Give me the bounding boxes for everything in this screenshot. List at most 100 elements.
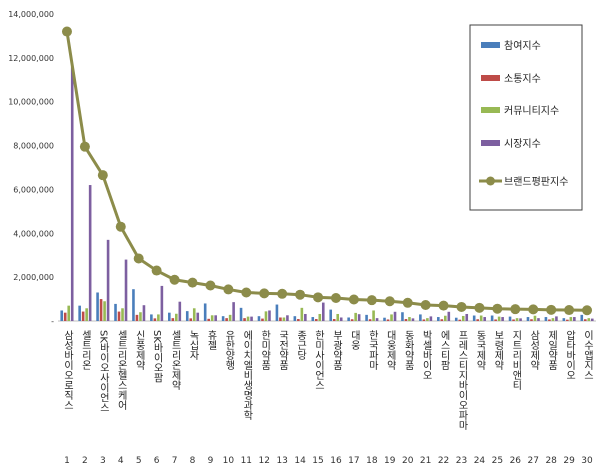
bar-3: [139, 312, 142, 321]
brand-point: [79, 141, 90, 152]
brand-name-label: 셀트리온헬스케어: [115, 330, 127, 411]
bar-4: [375, 318, 379, 321]
bar-4: [88, 185, 92, 321]
bar-2: [261, 318, 264, 321]
bar-4: [178, 301, 182, 321]
bar-2: [81, 311, 85, 321]
brand-name-label: SK바이오사이언스: [97, 330, 109, 413]
rank-label: 22: [438, 456, 449, 466]
rank-label: 26: [510, 456, 522, 466]
bar-2: [243, 318, 246, 321]
brand-name-label: 셀트리온제약: [169, 330, 181, 391]
bar-2: [189, 318, 193, 321]
bar-4: [357, 314, 361, 321]
brand-point: [223, 284, 234, 295]
y-tick-label: 2,000,000: [13, 273, 54, 282]
bar-2: [386, 319, 390, 321]
bar-2: [332, 319, 336, 321]
bar-4: [106, 239, 110, 321]
bar-1: [562, 318, 566, 321]
bar-3: [192, 308, 196, 321]
bar-2: [422, 319, 426, 321]
bar-3: [408, 317, 411, 321]
brand-name-label: 삼성제약: [528, 330, 540, 371]
rank-label: 6: [154, 456, 160, 466]
brand-point: [474, 302, 485, 313]
brand-name-label: 에스티팜: [438, 330, 450, 370]
brand-name-label: 지트리비앤티: [510, 330, 522, 391]
bar-1: [580, 314, 584, 321]
y-tick-label: 8,000,000: [13, 142, 54, 151]
legend-label: 커뮤니티지수: [504, 105, 559, 117]
rank-label: 24: [474, 456, 486, 466]
y-axis: - 2,000,000 4,000,000 6,000,000 8,000,000 10,…: [8, 10, 596, 326]
brand-name-label: 동화약품: [402, 330, 414, 370]
brand-point: [582, 305, 593, 316]
y-tick-label: 12,000,000: [8, 54, 54, 63]
rank-label: 13: [276, 456, 287, 466]
bar-4: [339, 317, 343, 321]
bar-3: [300, 307, 304, 321]
bar-3: [228, 314, 232, 321]
bar-2: [368, 319, 372, 321]
bar-3: [175, 313, 178, 321]
rank-label: 29: [563, 456, 575, 466]
bar-2: [350, 319, 354, 321]
bar-4: [250, 316, 253, 321]
bar-4: [501, 317, 504, 321]
y-tick-label: 14,000,000: [8, 10, 54, 19]
bar-2: [225, 318, 228, 321]
brand-name-label: 한미약품: [259, 330, 271, 370]
bar-2: [494, 319, 497, 321]
rank-label: 27: [528, 456, 539, 466]
bar-4: [411, 318, 415, 321]
brand-point: [510, 304, 521, 315]
bar-3: [354, 312, 357, 321]
bar-1: [401, 312, 404, 321]
brand-name-label: 휴젤: [205, 330, 217, 350]
bar-2: [583, 319, 587, 321]
bar-1: [383, 317, 386, 321]
bar-4: [590, 318, 594, 321]
bar-3: [390, 314, 393, 321]
legend-swatch: [481, 107, 500, 113]
brand-point: [295, 289, 306, 300]
brand-name-label: 압타바이오: [564, 329, 576, 380]
bar-4: [124, 259, 128, 321]
bar-2: [63, 312, 67, 321]
rank-label: 1: [64, 456, 70, 466]
brand-name-label: SK바이오팜: [151, 330, 163, 383]
bar-1: [437, 317, 440, 321]
bar-4: [160, 285, 164, 321]
bar-1: [347, 317, 350, 321]
bar-4: [429, 316, 433, 321]
bar-4: [232, 302, 235, 321]
brand-name-label: 유한양행: [223, 330, 235, 370]
brand-name-label: 에이치엘비생명과학: [241, 330, 253, 421]
bar-2: [135, 314, 139, 321]
y-tick-label: 10,000,000: [8, 98, 54, 107]
brand-point: [528, 304, 539, 315]
legend-swatch: [481, 42, 500, 48]
bar-4: [70, 66, 74, 321]
brand-name-label: 한국파마: [366, 330, 378, 371]
bar-4: [519, 318, 522, 321]
brand-point: [151, 265, 162, 276]
brand-point: [492, 303, 503, 314]
bar-2: [440, 319, 444, 321]
brand-point: [384, 296, 395, 307]
bar-1: [293, 316, 297, 321]
rank-label: 7: [172, 456, 178, 466]
bar-4: [447, 311, 451, 321]
rank-label: 14: [294, 456, 306, 466]
bar-3: [210, 315, 214, 321]
bar-2: [153, 318, 157, 321]
bar-3: [444, 315, 447, 321]
legend-label: 소통지수: [504, 73, 541, 85]
bar-1: [365, 314, 368, 321]
bar-4: [268, 310, 271, 321]
bar-1: [454, 317, 458, 321]
bar-4: [393, 311, 397, 321]
legend-swatch: [481, 140, 500, 146]
rank-label: 30: [581, 456, 593, 466]
